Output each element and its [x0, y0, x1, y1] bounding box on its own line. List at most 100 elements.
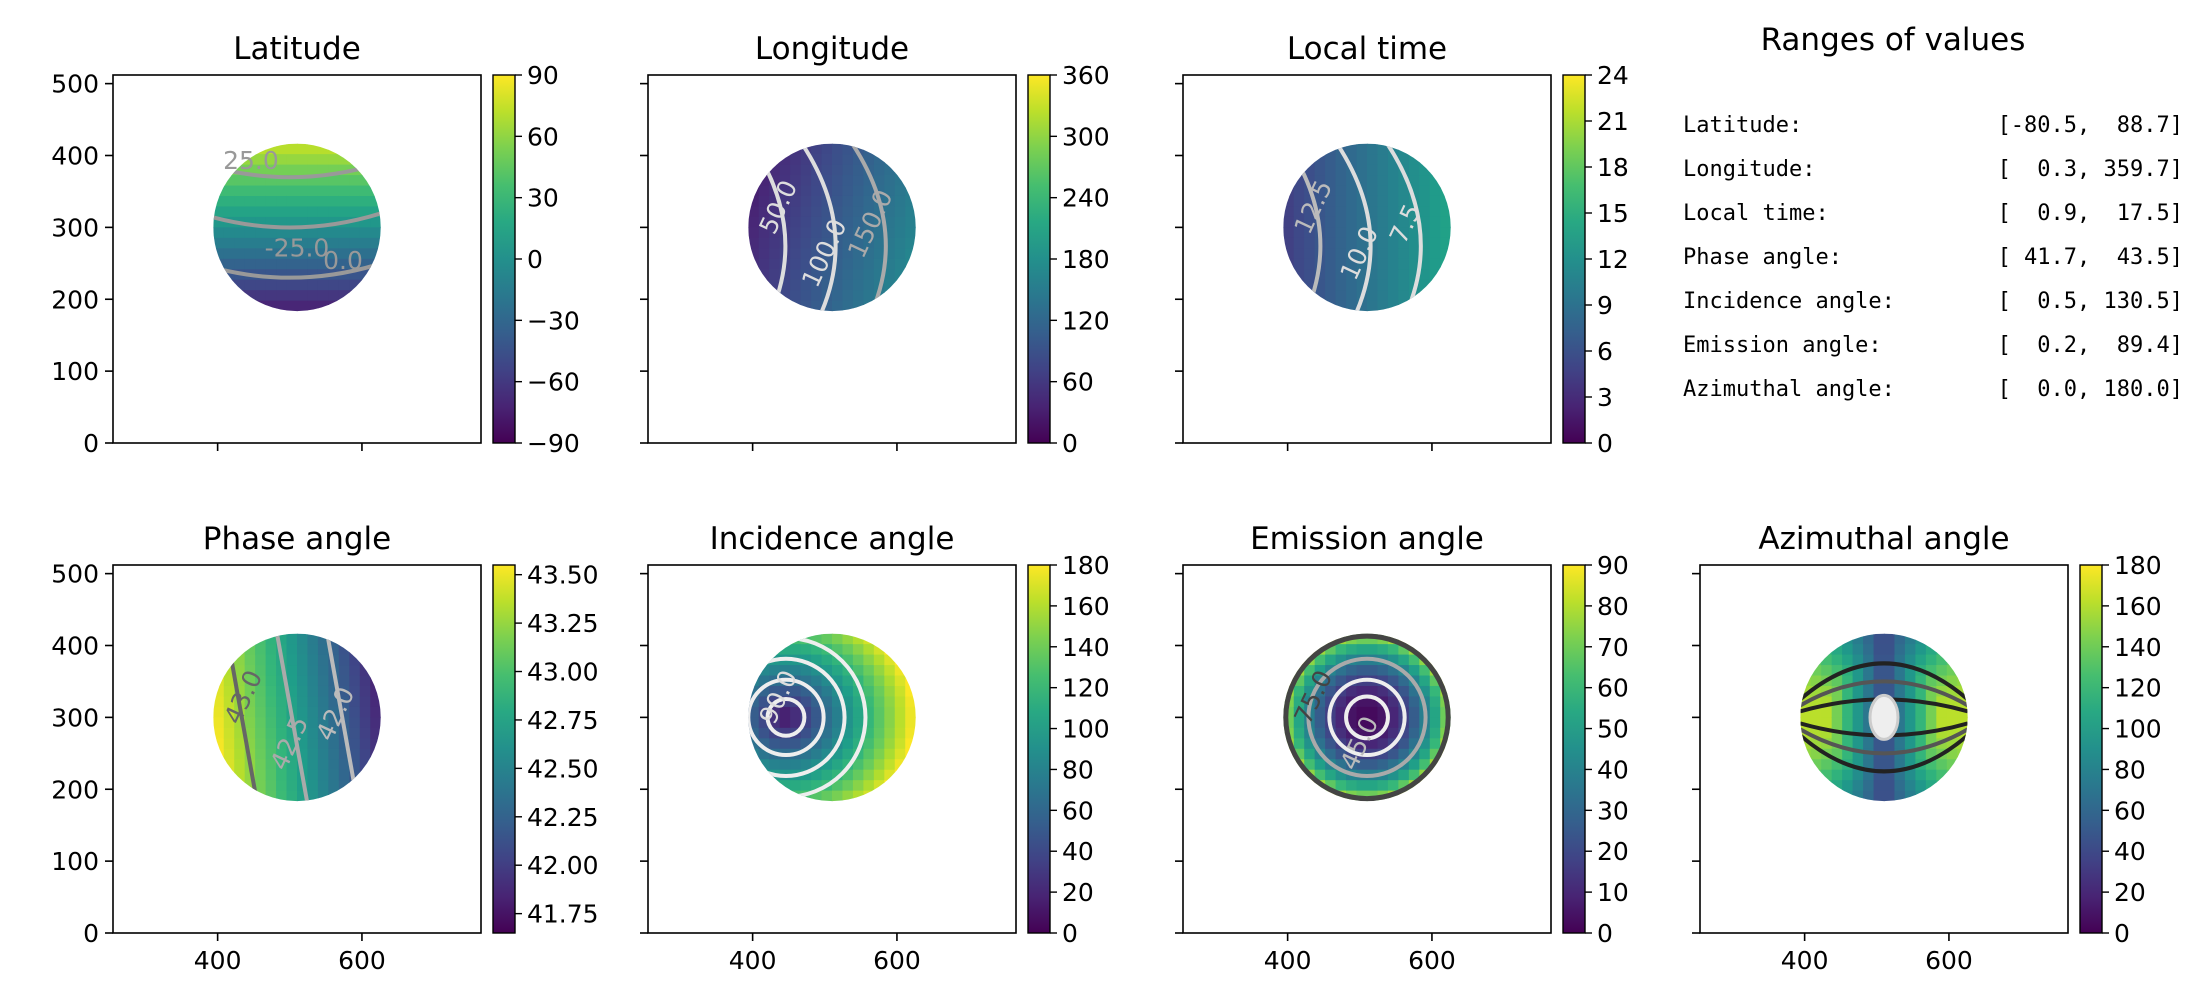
heatmap-cell — [1894, 738, 1906, 750]
heatmap-cell — [1283, 258, 1295, 270]
heatmap-cell — [370, 675, 381, 687]
heatmap-cell — [852, 685, 864, 698]
heatmap-cell — [863, 706, 875, 718]
heatmap-cell — [255, 654, 267, 666]
heatmap-cell — [790, 790, 802, 802]
heatmap-cell — [1283, 717, 1295, 729]
heatmap-cell — [832, 279, 844, 291]
colorbar-tick-label: 120 — [1062, 306, 1110, 335]
heatmap-cell — [1429, 216, 1441, 228]
heatmap-cell — [758, 206, 770, 218]
heatmap-cell — [223, 206, 235, 218]
heatmap-cell — [328, 227, 340, 239]
heatmap-cell — [1894, 780, 1906, 792]
heatmap-cell — [1377, 227, 1389, 239]
heatmap-cell — [1440, 185, 1451, 197]
heatmap-cell — [359, 248, 371, 260]
heatmap-cell — [349, 248, 361, 260]
heatmap-cell — [265, 227, 277, 239]
heatmap-cell — [1314, 175, 1326, 187]
heatmap-cell — [1904, 780, 1916, 792]
heatmap-cell — [1894, 790, 1906, 802]
heatmap-cell — [863, 185, 875, 197]
heatmap-cell — [1283, 227, 1295, 239]
heatmap-cell — [234, 279, 246, 291]
heatmap-cell — [1863, 717, 1875, 729]
contour-line — [1800, 679, 1968, 708]
heatmap-cell — [863, 216, 875, 228]
heatmap-cell — [821, 237, 833, 249]
heatmap-cell — [1894, 685, 1906, 698]
heatmap-cell — [884, 665, 896, 677]
heatmap-cell — [359, 727, 371, 739]
heatmap-cell — [842, 654, 854, 666]
heatmap-cell — [1408, 164, 1420, 176]
heatmap-cell — [1894, 717, 1906, 729]
heatmap-cell — [1936, 769, 1948, 781]
heatmap-cell — [852, 248, 864, 260]
heatmap-cell — [905, 706, 916, 718]
heatmap-cell — [1387, 269, 1399, 281]
heatmap-cell — [349, 195, 361, 208]
heatmap-cell — [1831, 654, 1843, 666]
ranges-title: Ranges of values — [1760, 22, 2026, 58]
heatmap-cell — [821, 633, 833, 645]
heatmap-cell — [255, 790, 267, 802]
panel-title: Local time — [1287, 31, 1447, 67]
heatmap-cell — [1419, 675, 1431, 687]
heatmap-cell — [1831, 665, 1843, 677]
heatmap-cell — [1419, 685, 1431, 698]
heatmap-cell — [213, 738, 225, 750]
heatmap-cell — [1346, 748, 1358, 760]
heatmap-cell — [1377, 206, 1389, 218]
heatmap-cell — [1377, 644, 1389, 656]
heatmap-cell — [863, 279, 875, 291]
heatmap-cell — [1367, 696, 1379, 708]
heatmap-cell — [1398, 780, 1410, 792]
heatmap-cell — [307, 164, 319, 176]
heatmap-cell — [1367, 248, 1379, 260]
heatmap-cell — [842, 633, 854, 645]
heatmap-cell — [234, 644, 246, 656]
heatmap-cell — [873, 248, 885, 260]
heatmap-cell — [1884, 644, 1896, 656]
heatmap-cell — [1925, 717, 1937, 729]
heatmap-cell — [359, 696, 371, 708]
heatmap-cell — [1325, 738, 1337, 750]
heatmap-cell — [1304, 748, 1316, 760]
heatmap-cell — [349, 675, 361, 687]
heatmap-cell — [852, 237, 864, 249]
heatmap-cell — [800, 769, 812, 781]
heatmap-cell — [800, 654, 812, 666]
heatmap-cell — [213, 727, 225, 739]
heatmap-cell — [1925, 780, 1937, 792]
heatmap-cell — [317, 696, 329, 708]
heatmap-cell — [276, 738, 288, 750]
heatmap-cell — [297, 654, 309, 666]
heatmap-cell — [317, 685, 329, 698]
heatmap-cell — [800, 780, 812, 792]
heatmap-cell — [800, 185, 812, 197]
heatmap-cell — [800, 206, 812, 218]
heatmap-cell — [223, 696, 235, 708]
heatmap-cell — [276, 748, 288, 760]
heatmap-cell — [307, 748, 319, 760]
heatmap-cell — [873, 185, 885, 197]
heatmap-cell — [1335, 258, 1347, 270]
heatmap-cell — [1894, 759, 1906, 771]
heatmap-cell — [297, 290, 309, 302]
heatmap-cell — [338, 706, 350, 718]
heatmap-cell — [863, 665, 875, 677]
heatmap-cell — [758, 269, 770, 281]
heatmap-cell — [234, 258, 246, 270]
x-tick-label: 600 — [338, 946, 386, 975]
heatmap-cell — [1429, 258, 1441, 270]
heatmap-cell — [1387, 696, 1399, 708]
heatmap-cell — [297, 717, 309, 729]
heatmap-cell — [1335, 644, 1347, 656]
heatmap-cell — [1325, 237, 1337, 249]
heatmap-cell — [1314, 769, 1326, 781]
heatmap-cell — [244, 216, 256, 228]
heatmap-cell — [1293, 717, 1305, 729]
heatmap-cell — [276, 696, 288, 708]
